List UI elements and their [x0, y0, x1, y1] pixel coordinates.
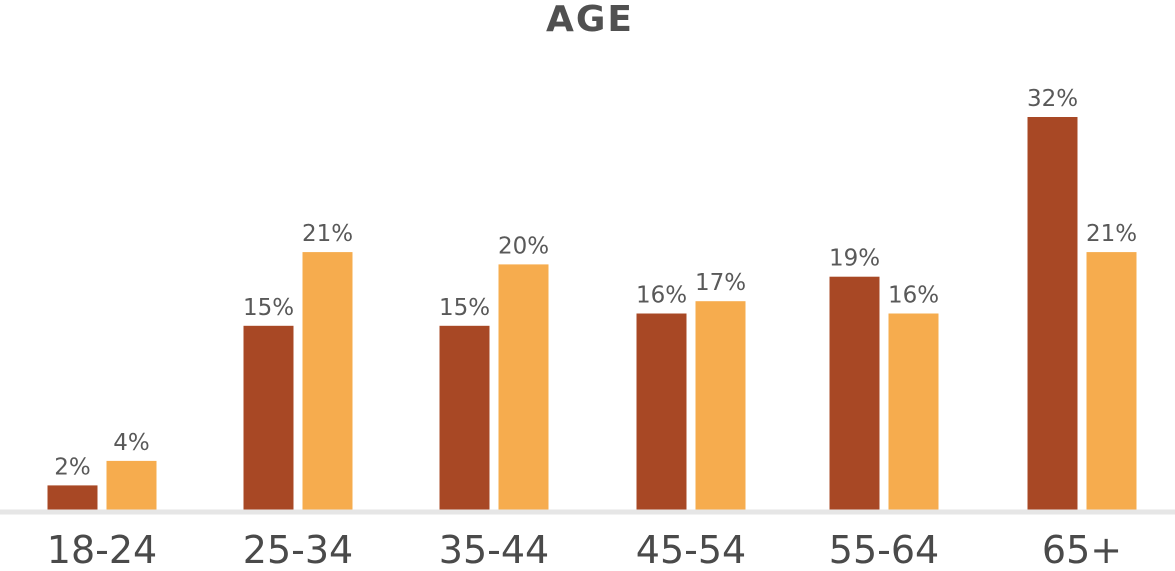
data-label-45-54-series-2: 17% — [695, 270, 746, 296]
bar-65+-series-1 — [1027, 117, 1078, 510]
data-label-18-24-series-2: 4% — [113, 430, 150, 456]
bar-18-24-series-1 — [47, 485, 98, 510]
x-tick-label-55-64: 55-64 — [829, 528, 939, 566]
data-label-25-34-series-2: 21% — [302, 221, 353, 247]
data-label-35-44-series-1: 15% — [439, 295, 490, 321]
data-label-45-54-series-1: 16% — [636, 283, 687, 309]
data-label-65+-series-2: 21% — [1086, 221, 1137, 247]
bar-35-44-series-2 — [498, 264, 549, 510]
bar-18-24-series-2 — [106, 460, 157, 510]
x-tick-label-18-24: 18-24 — [47, 528, 157, 566]
bar-45-54-series-2 — [695, 301, 746, 510]
bar-45-54-series-1 — [636, 313, 687, 510]
bar-25-34-series-2 — [302, 252, 353, 510]
x-tick-labels-layer: 18-24 25-34 35-44 45-54 55-64 65+ — [47, 528, 1122, 571]
data-label-25-34-series-1: 15% — [243, 295, 294, 321]
chart-title: AGE — [546, 0, 634, 40]
data-label-18-24-series-1: 2% — [54, 454, 91, 480]
bar-65+-series-2 — [1086, 252, 1137, 510]
data-label-65+-series-1: 32% — [1027, 86, 1078, 112]
data-label-35-44-series-2: 20% — [498, 233, 549, 259]
bars-layer — [47, 117, 1137, 510]
x-tick-label-45-54: 45-54 — [636, 528, 746, 566]
bar-25-34-series-1 — [243, 325, 294, 510]
x-tick-label-65+: 65+ — [1042, 528, 1122, 566]
bar-35-44-series-1 — [439, 325, 490, 510]
bar-55-64-series-1 — [829, 276, 880, 510]
data-label-55-64-series-1: 19% — [829, 246, 880, 272]
bar-55-64-series-2 — [888, 313, 939, 510]
data-label-55-64-series-2: 16% — [888, 283, 939, 309]
x-tick-label-25-34: 25-34 — [243, 528, 353, 566]
data-labels-layer: 2% 4% 15% 21% 15% 20% 16% 17% 19% 16% 32% 21% — [54, 86, 1137, 480]
x-tick-label-35-44: 35-44 — [439, 528, 549, 566]
